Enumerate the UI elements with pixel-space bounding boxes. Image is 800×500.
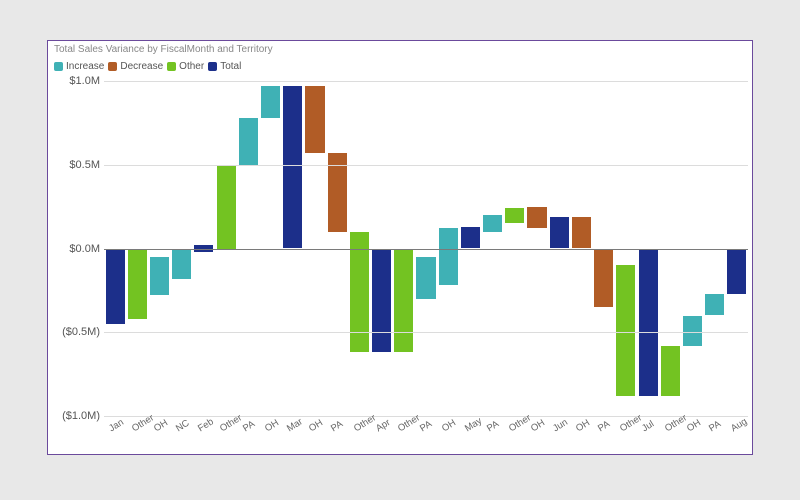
x-axis-label: Jan [107,417,126,434]
bar-total [550,217,569,249]
legend-swatch [54,62,63,71]
gridline [104,165,748,166]
bar-increase [439,228,458,285]
x-axis-label: NC [174,418,191,435]
bar-increase [416,257,435,299]
bar-decrease [305,86,324,153]
bar-increase [683,316,702,346]
x-axis-label: PA [485,419,501,435]
legend-item: Increase [54,61,104,72]
bar-decrease [527,207,546,229]
x-axis-label: PA [329,419,345,435]
bar-increase [172,249,191,279]
x-axis-labels: JanOtherOHNCFebOtherPAOHMarOHPAOtherAprO… [104,419,748,449]
bar-other [128,249,147,319]
legend-item: Total [208,61,241,72]
gridline [104,249,748,250]
gridline [104,332,748,333]
bar-other [350,232,369,353]
x-axis-label: Aug [729,416,749,434]
y-axis-label: ($0.5M) [62,326,100,338]
y-axis-label: $0.5M [69,159,100,171]
x-axis-label: OH [307,417,325,434]
y-axis-label: $1.0M [69,75,100,87]
plot-area [104,81,748,416]
legend-swatch [108,62,117,71]
bar-increase [483,215,502,232]
x-axis-label: Jun [551,417,570,434]
legend-swatch [167,62,176,71]
legend-item: Decrease [108,61,163,72]
bar-other [616,265,635,396]
y-axis-label: $0.0M [69,243,100,255]
x-axis-label: Feb [196,416,216,434]
bar-total [106,249,125,324]
bar-total [372,249,391,353]
gridline [104,81,748,82]
legend-label: Total [220,61,241,72]
chart-card: Total Sales Variance by FiscalMonth and … [47,40,753,455]
x-axis-label: PA [596,419,612,435]
x-axis-label: OH [440,417,458,434]
chart-title: Total Sales Variance by FiscalMonth and … [54,44,273,55]
legend-item: Other [167,61,204,72]
bar-total [727,249,746,294]
legend-label: Decrease [120,61,163,72]
x-axis-label: OH [263,417,281,434]
legend-label: Increase [66,61,104,72]
bar-decrease [572,217,591,249]
bar-increase [239,118,258,165]
bar-total [461,227,480,249]
bar-increase [150,257,169,296]
x-axis-label: May [463,415,484,434]
bar-other [661,346,680,396]
chart-legend: Increase Decrease Other Total [54,61,241,72]
bar-other [217,165,236,249]
bar-other [505,208,524,223]
x-axis-label: PA [707,419,723,435]
x-axis-label: Mar [285,416,305,434]
legend-swatch [208,62,217,71]
bar-total [283,86,302,248]
bar-decrease [594,249,613,308]
bar-total [639,249,658,396]
bar-other [394,249,413,353]
bar-increase [261,86,280,118]
gridline [104,416,748,417]
y-axis-label: ($1.0M) [62,410,100,422]
legend-label: Other [179,61,204,72]
bar-increase [705,294,724,316]
x-axis-label: OH [574,417,592,434]
